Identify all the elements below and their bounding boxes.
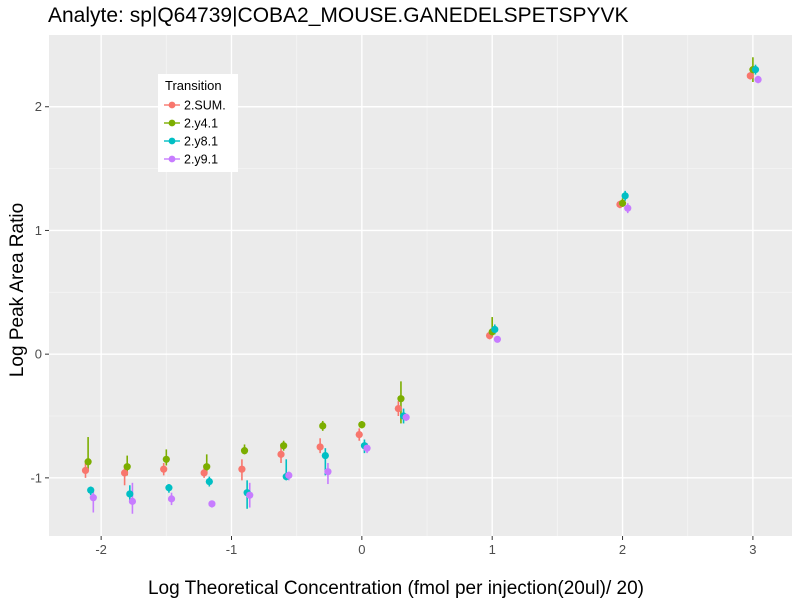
legend-title: Transition [165,78,222,93]
data-point [321,451,329,460]
data-point [363,444,371,452]
data-point [208,500,216,508]
data-marks [81,57,762,514]
data-point [87,486,95,494]
data-point [84,458,92,466]
x-tick-label: 3 [749,542,756,557]
x-axis-title: Log Theoretical Concentration (fmol per … [148,578,644,599]
data-point [285,471,293,479]
legend-key-dot [168,119,176,127]
legend: Transition 2.SUM. 2.y4.1 2.y8.1 2.y9.1 [158,74,238,172]
data-point [205,477,213,486]
data-point [402,413,410,421]
x-axis: -2 -1 0 1 2 3 [95,536,757,557]
legend-item-label: 2.SUM. [184,99,226,113]
y-axis: -1 0 1 2 [30,99,49,485]
data-point [160,465,168,473]
data-point [121,469,129,477]
data-point [200,469,208,477]
data-point [162,455,170,463]
y-tick-label: 2 [35,99,42,114]
x-tick-label: 0 [358,542,365,557]
legend-item-label: 2.y8.1 [184,135,218,149]
data-point [126,490,134,498]
data-point [324,468,332,476]
x-tick-label: -2 [95,542,107,557]
data-point [165,484,173,492]
data-point [316,443,324,451]
x-tick-label: -1 [226,542,238,557]
y-tick-label: -1 [30,470,42,485]
data-point [319,422,327,430]
data-point [277,450,285,458]
data-point [81,466,90,475]
data-point [493,335,502,343]
data-point [128,497,137,505]
legend-item-label: 2.y9.1 [184,153,218,167]
data-point [397,395,405,403]
chart-title: Analyte: sp|Q64739|COBA2_MOUSE.GANEDELSP… [48,4,629,27]
data-point [621,192,629,200]
x-tick-label: 2 [619,542,626,557]
data-point [246,491,254,499]
data-point [746,72,754,80]
data-point [355,430,363,439]
legend-key-dot [168,155,176,163]
legend-item-label: 2.y4.1 [184,117,218,131]
legend-key-dot [168,137,176,145]
data-point [358,421,366,429]
y-axis-title: Log Peak Area Ratio [7,203,28,377]
data-point [89,494,97,502]
data-point [618,199,627,207]
data-point [754,75,762,84]
legend-key-dot [168,101,176,109]
data-point [203,463,211,471]
data-point [240,447,249,455]
y-tick-label: 1 [35,223,42,238]
data-point [624,204,632,212]
data-point [167,495,176,503]
data-point [280,442,288,450]
data-point [123,463,131,471]
data-point [751,66,760,74]
y-tick-label: 0 [35,347,42,362]
x-tick-label: 1 [489,542,496,557]
data-point [238,465,246,473]
data-point [491,325,499,334]
data-point [394,404,402,413]
